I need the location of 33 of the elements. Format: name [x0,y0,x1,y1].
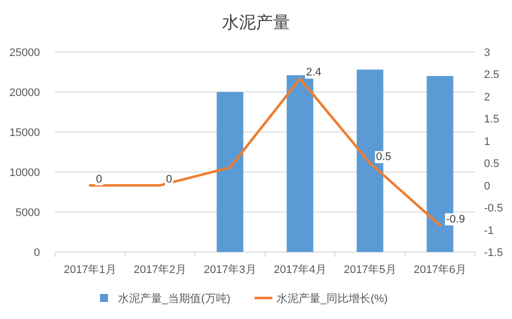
y2-tick-label: 0.5 [484,158,500,170]
y2-tick-label: 2 [484,91,490,104]
y-tick-label: 15000 [9,127,40,139]
y2-tick-label: 1.5 [484,114,500,126]
data-label: 0 [96,173,102,186]
y2-tick-label: 2.5 [484,69,500,82]
x-tick-label: 2017年2月 [134,264,186,276]
line-series [88,77,442,227]
y2-tick-label: 0 [484,180,490,192]
bar [286,75,314,252]
x-tick-label: 2017年5月 [344,264,396,276]
y2-tick-label: 1 [484,136,490,148]
y-tick-label: 0 [34,247,40,259]
x-tick-label: 2017年6月 [414,264,466,276]
data-label: 0 [166,173,172,186]
y-tick-label: 20000 [9,87,40,99]
y-tick-label: 10000 [9,167,40,179]
y2-tick-label: 3 [484,47,490,59]
bar [216,92,244,252]
x-tick-label: 2017年3月 [204,264,256,276]
x-tick-label: 2017年1月 [64,264,116,276]
data-label: -0.9 [446,213,465,226]
legend-label: 水泥产量_同比增长(%) [276,292,388,305]
legend-label: 水泥产量_当期值(万吨) [118,292,230,305]
y2-tick-label: -1 [484,224,494,237]
y2-tick-label: -1.5 [484,247,503,259]
y2-tick-label: -0.5 [484,202,503,215]
x-tick-label: 2017年4月 [274,264,326,276]
chart-title: 水泥产量 [222,13,290,32]
data-label: 2.4 [306,66,322,79]
y-tick-label: 5000 [16,207,40,219]
y-tick-label: 25000 [9,47,40,59]
data-label: 0.5 [376,151,392,164]
